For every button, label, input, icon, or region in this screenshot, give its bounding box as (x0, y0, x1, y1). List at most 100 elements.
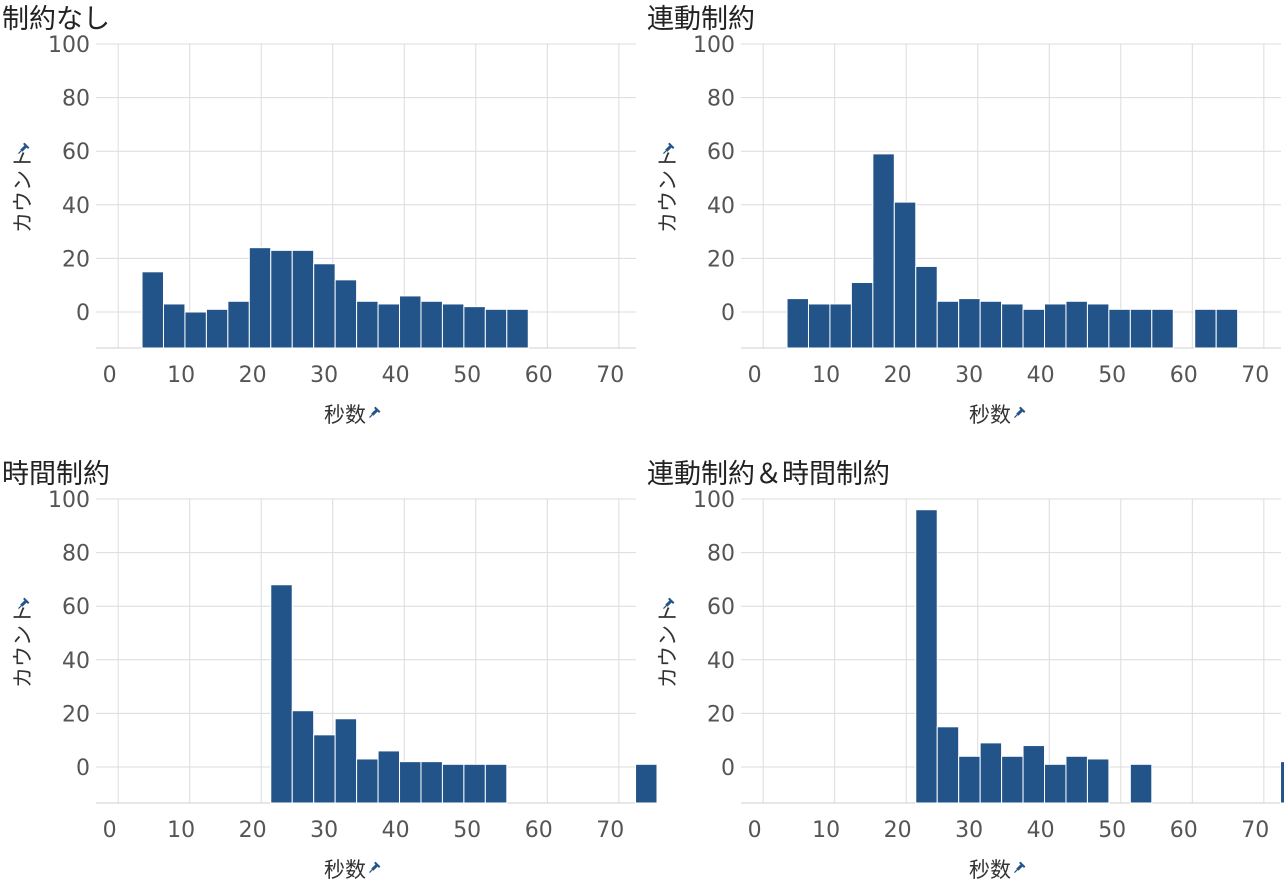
histogram-bar (1065, 300, 1088, 349)
y-tick-label: 60 (62, 595, 90, 620)
histogram-bar (1129, 308, 1153, 349)
histogram-bar (936, 726, 960, 804)
histogram-bar (141, 271, 164, 349)
histogram-bar (1086, 303, 1110, 349)
y-tick-label: 20 (62, 702, 90, 727)
y-tick-label: 60 (707, 140, 735, 165)
x-tick-label: 70 (1241, 818, 1269, 843)
histogram-bar (291, 249, 315, 349)
y-tick-label: 80 (62, 542, 90, 567)
histogram-bar (1280, 761, 1284, 804)
histogram-bar (377, 750, 401, 804)
y-tick-label: 0 (721, 756, 735, 781)
x-tick-label: 0 (103, 818, 117, 843)
y-tick-label: 20 (707, 702, 735, 727)
histogram-bar (227, 300, 250, 349)
pin-icon (18, 142, 30, 154)
y-axis-label: カウント (656, 149, 680, 233)
y-tick-label: 60 (62, 140, 90, 165)
x-tick-label: 0 (748, 818, 762, 843)
chart-title: 制約なし (2, 4, 110, 35)
histogram-bar (958, 755, 981, 804)
x-tick-label: 70 (596, 363, 624, 388)
histogram-bar (162, 303, 186, 349)
histogram-bar (1194, 308, 1217, 349)
histogram-bar (334, 718, 358, 804)
x-tick-label: 10 (812, 363, 840, 388)
histogram-bar (420, 761, 443, 804)
y-tick-label: 100 (693, 488, 735, 513)
y-tick-label: 20 (62, 247, 90, 272)
y-tick-label: 0 (721, 301, 735, 326)
histogram-bar (1151, 308, 1174, 349)
y-tick-label: 80 (62, 87, 90, 112)
histogram-bar (313, 734, 336, 804)
histogram-bar (1044, 763, 1067, 804)
histogram-bar (850, 282, 874, 349)
x-tick-label: 60 (525, 818, 553, 843)
x-tick-label: 50 (1098, 818, 1126, 843)
histogram-bar (356, 758, 379, 804)
x-axis-label: 秒数 (969, 858, 1011, 880)
y-axis-label: カウント (11, 149, 35, 233)
histogram-bar (1022, 745, 1046, 804)
y-tick-label: 100 (693, 33, 735, 58)
histogram-bar (1215, 308, 1239, 349)
chart-panel: 連動制約＆時間制約 0 20 40 60 80 100 0 10 20 30 40 50 60 70 秒数 カウ… (647, 459, 1284, 880)
y-tick-label: 20 (707, 247, 735, 272)
y-tick-label: 0 (76, 756, 90, 781)
histogram-bar (829, 303, 852, 349)
x-tick-label: 50 (1098, 363, 1126, 388)
x-tick-label: 10 (167, 363, 195, 388)
x-tick-label: 0 (103, 363, 117, 388)
y-tick-label: 40 (62, 649, 90, 674)
pin-icon (369, 406, 381, 418)
y-tick-label: 0 (76, 301, 90, 326)
histogram-bar (1001, 303, 1024, 349)
histogram-bar (399, 295, 422, 349)
histogram-bar (786, 298, 809, 349)
y-tick-label: 40 (62, 194, 90, 219)
x-tick-label: 30 (955, 818, 983, 843)
histogram-bar (1065, 755, 1088, 804)
histogram-bar (334, 279, 358, 349)
histogram-bar (807, 303, 831, 349)
y-tick-label: 100 (48, 488, 90, 513)
histogram-bar (1086, 758, 1110, 804)
x-axis-label: 秒数 (324, 858, 366, 880)
histogram-bar (463, 306, 486, 349)
histogram-bar (1129, 763, 1153, 804)
histogram-bar (958, 298, 981, 349)
histogram-bar (441, 763, 465, 804)
histogram-bar (936, 300, 960, 349)
histogram-bar (248, 247, 272, 349)
histogram-bar (377, 303, 401, 349)
chart-panel: 時間制約 0 20 40 60 80 100 0 10 20 30 40 50 60 70 秒数 カウント (2, 459, 658, 880)
x-axis-label: 秒数 (324, 403, 366, 427)
x-tick-label: 40 (382, 818, 410, 843)
pin-icon (1014, 861, 1026, 873)
chart-panel: 制約なし 0 20 40 60 80 100 0 10 20 30 40 50 60 70 秒数 カウント (2, 4, 636, 427)
histogram-bar (872, 153, 895, 349)
histogram-bar (463, 763, 486, 804)
x-tick-label: 70 (596, 818, 624, 843)
x-tick-label: 40 (1027, 818, 1055, 843)
x-tick-label: 10 (167, 818, 195, 843)
histogram-bar (356, 300, 379, 349)
x-tick-label: 50 (453, 818, 481, 843)
pin-icon (663, 142, 675, 154)
x-tick-label: 60 (1170, 818, 1198, 843)
histogram-bar (979, 742, 1003, 804)
x-tick-label: 20 (884, 818, 912, 843)
x-tick-label: 10 (812, 818, 840, 843)
histogram-bar (270, 584, 293, 804)
histogram-bar (441, 303, 465, 349)
histogram-bar (915, 509, 938, 804)
histogram-bar (915, 265, 938, 349)
x-tick-label: 20 (239, 363, 267, 388)
pin-icon (1014, 406, 1026, 418)
chart-title: 連動制約 (647, 4, 755, 35)
histogram-bar (635, 763, 658, 804)
